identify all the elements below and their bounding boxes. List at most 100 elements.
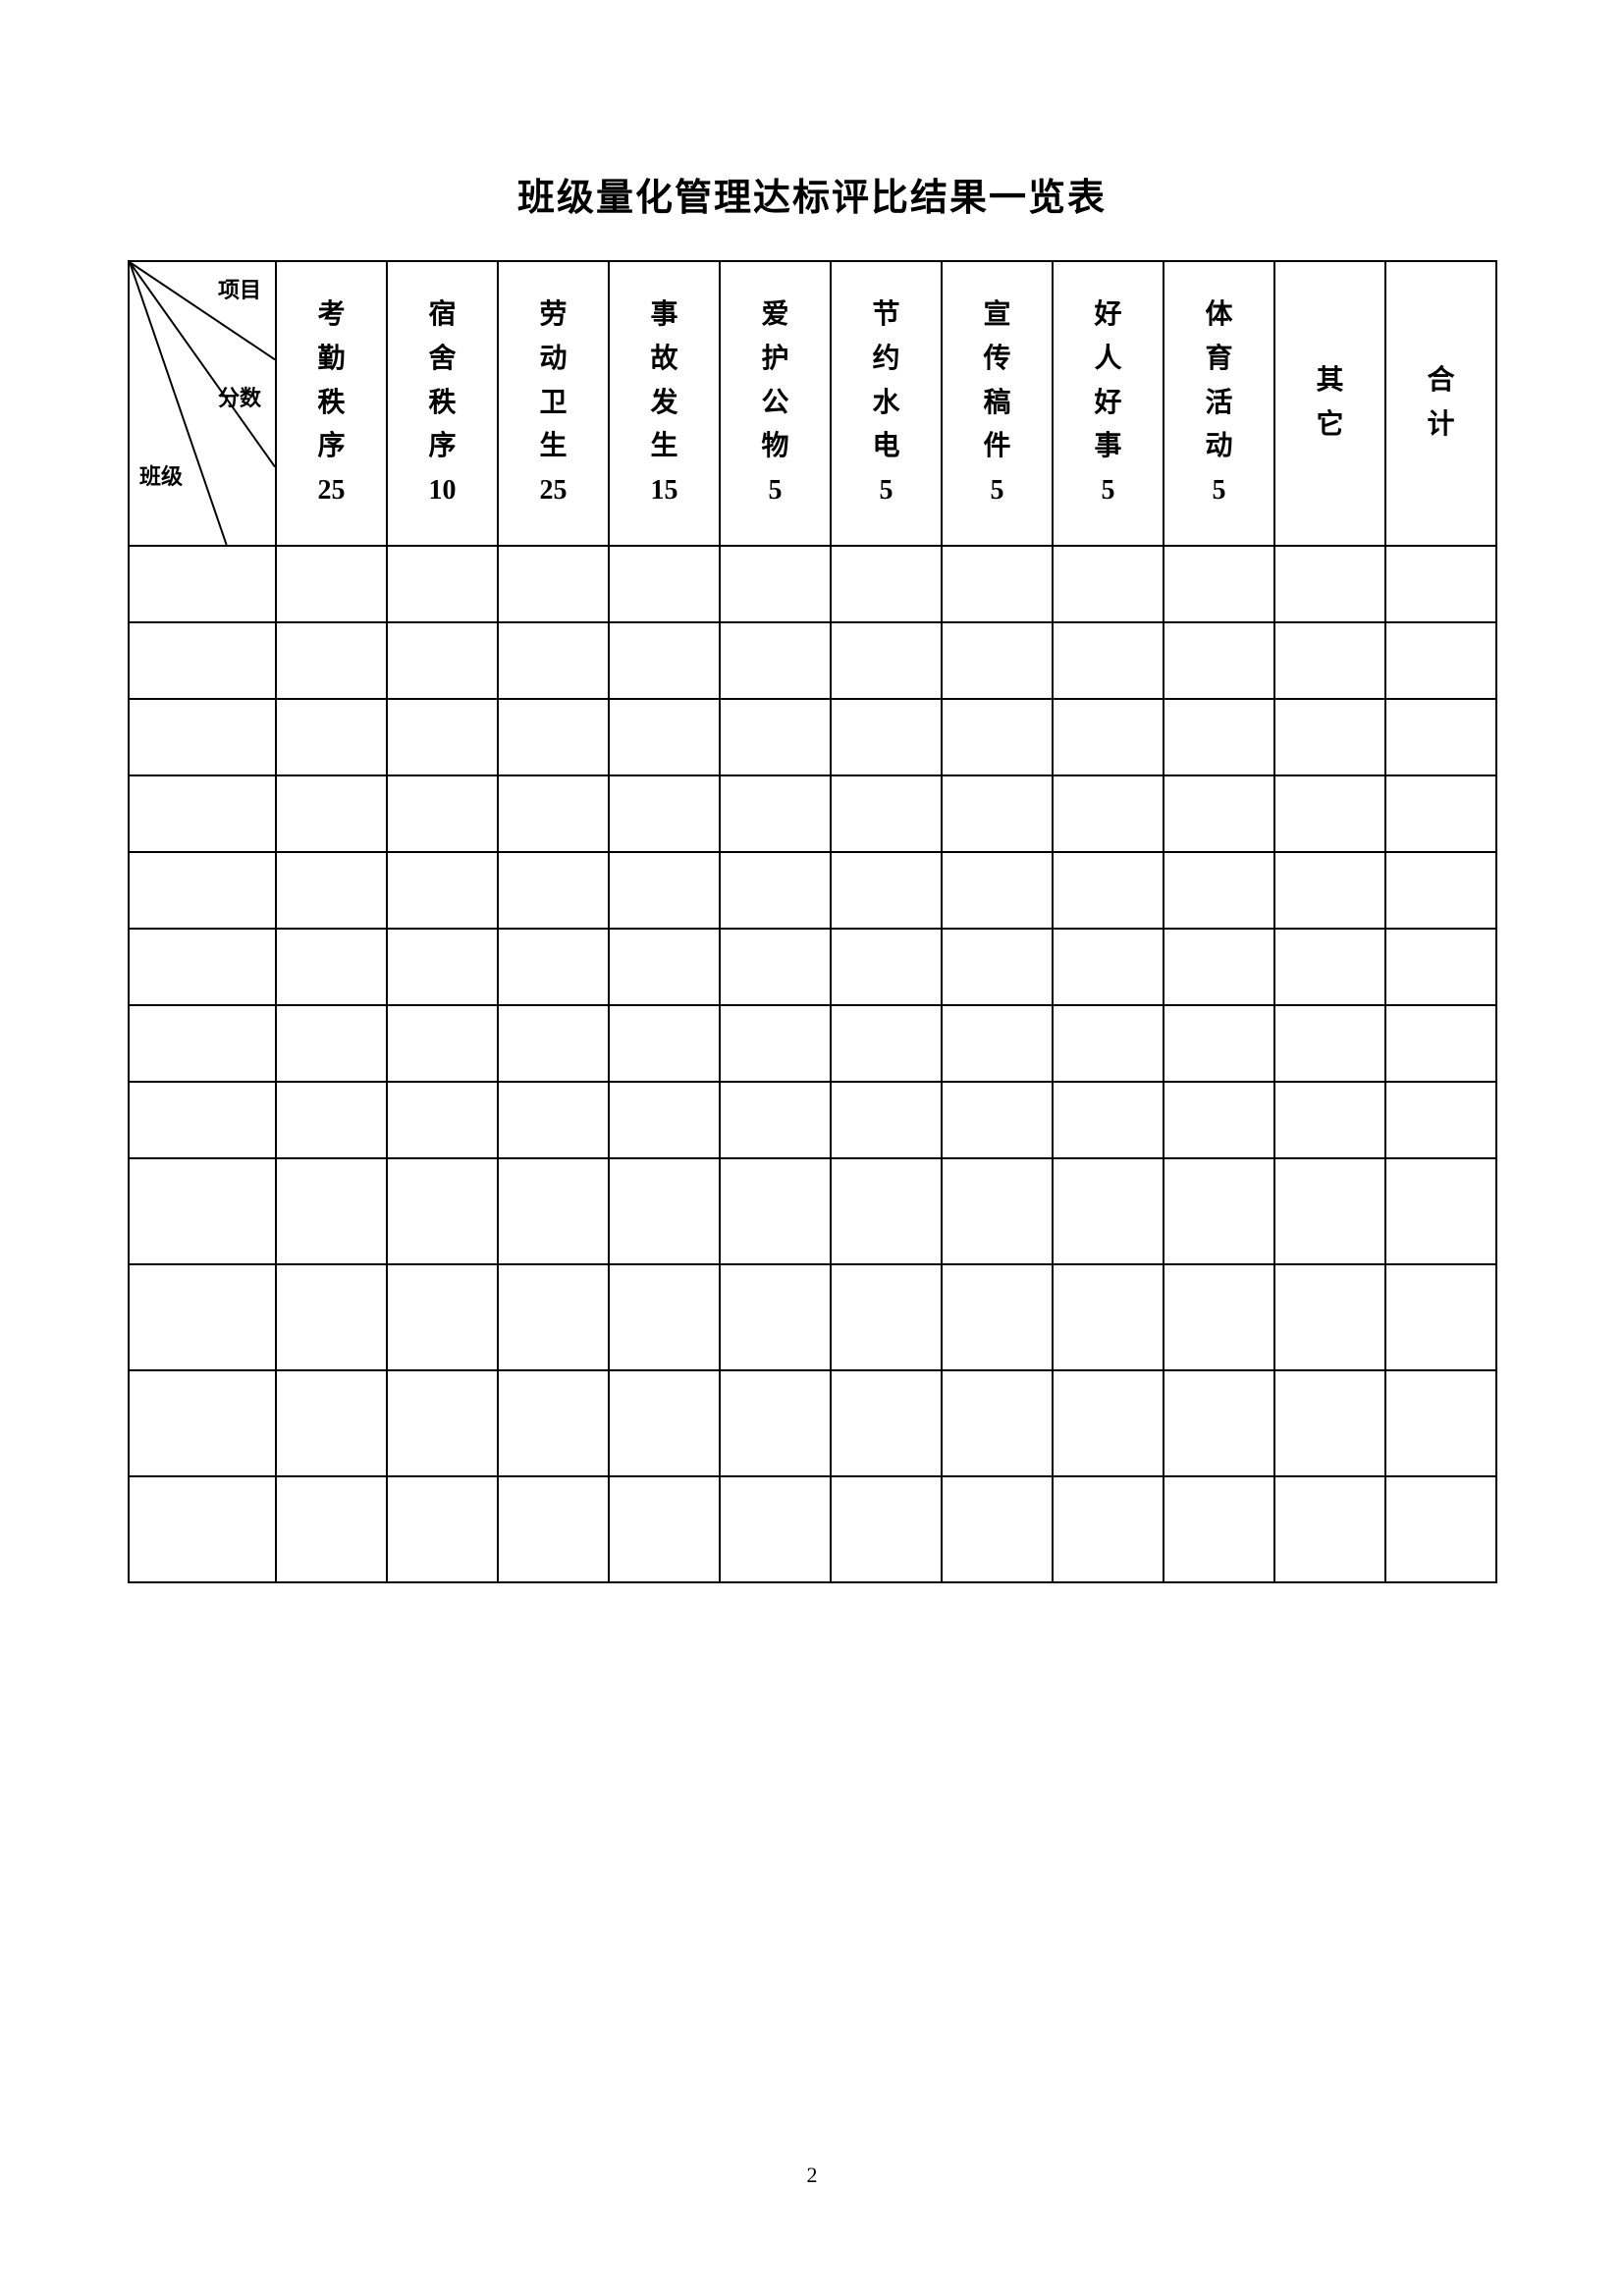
table-cell: [720, 1005, 831, 1082]
table-cell: [1164, 622, 1274, 699]
table-cell: [1274, 622, 1385, 699]
table-cell: [1274, 775, 1385, 852]
table-cell: [1274, 546, 1385, 622]
col-header-3: 事故发生15: [609, 261, 720, 546]
table-cell: [1385, 546, 1496, 622]
table-cell: [1385, 852, 1496, 929]
table-cell: [1385, 929, 1496, 1005]
table-row: [129, 852, 1496, 929]
table-cell: [276, 622, 387, 699]
col-header-7: 好人好事5: [1053, 261, 1164, 546]
table-cell: [387, 1158, 498, 1264]
diag-label-top: 项目: [218, 280, 261, 301]
table-cell: [720, 699, 831, 775]
table-cell: [831, 1082, 942, 1158]
table-cell: [609, 929, 720, 1005]
table-cell: [387, 775, 498, 852]
table-cell: [129, 1264, 276, 1370]
table-cell: [387, 1005, 498, 1082]
table-cell: [720, 622, 831, 699]
table-cell: [831, 929, 942, 1005]
table-cell: [129, 929, 276, 1005]
table-row: [129, 1264, 1496, 1370]
table-cell: [276, 1370, 387, 1476]
table-cell: [720, 1370, 831, 1476]
table-cell: [1053, 546, 1164, 622]
table-cell: [942, 852, 1053, 929]
table-cell: [276, 699, 387, 775]
table-cell: [609, 1082, 720, 1158]
table-cell: [1385, 1264, 1496, 1370]
table-cell: [498, 1158, 609, 1264]
table-cell: [498, 1264, 609, 1370]
header-row: 项目 分数 班级 考勤秩序25 宿舍秩序10 劳动卫生25 事故发生15 爱护公…: [129, 261, 1496, 546]
table-cell: [1164, 1158, 1274, 1264]
table-cell: [498, 929, 609, 1005]
table-cell: [498, 852, 609, 929]
table-cell: [387, 546, 498, 622]
table-row: [129, 1158, 1496, 1264]
table-cell: [1164, 1264, 1274, 1370]
col-header-0: 考勤秩序25: [276, 261, 387, 546]
table-row: [129, 1476, 1496, 1582]
table-body: [129, 546, 1496, 1582]
table-cell: [609, 546, 720, 622]
table-cell: [1385, 775, 1496, 852]
table-cell: [129, 546, 276, 622]
col-header-6: 宣传稿件5: [942, 261, 1053, 546]
table-cell: [831, 546, 942, 622]
table-cell: [1164, 1005, 1274, 1082]
table-cell: [498, 1082, 609, 1158]
table-row: [129, 929, 1496, 1005]
table-cell: [942, 1370, 1053, 1476]
table-cell: [1053, 775, 1164, 852]
table-cell: [609, 1005, 720, 1082]
table-cell: [609, 1158, 720, 1264]
table-cell: [276, 1264, 387, 1370]
table-cell: [831, 1264, 942, 1370]
col-header-2: 劳动卫生25: [498, 261, 609, 546]
table-cell: [942, 546, 1053, 622]
table-cell: [1053, 929, 1164, 1005]
table-cell: [609, 852, 720, 929]
table-cell: [498, 1005, 609, 1082]
table-cell: [1053, 1082, 1164, 1158]
table-cell: [387, 1264, 498, 1370]
table-cell: [1164, 699, 1274, 775]
table-cell: [720, 929, 831, 1005]
table-cell: [720, 1082, 831, 1158]
table-row: [129, 1082, 1496, 1158]
table-cell: [1385, 1476, 1496, 1582]
table-cell: [129, 775, 276, 852]
table-cell: [129, 852, 276, 929]
diag-label-bottom: 班级: [139, 466, 183, 488]
table-cell: [609, 699, 720, 775]
table-cell: [942, 775, 1053, 852]
table-cell: [1385, 699, 1496, 775]
table-cell: [276, 1005, 387, 1082]
table-cell: [498, 699, 609, 775]
col-header-10: 合计: [1385, 261, 1496, 546]
table-cell: [1385, 1370, 1496, 1476]
table-cell: [387, 622, 498, 699]
table-cell: [831, 699, 942, 775]
table-cell: [498, 775, 609, 852]
table-cell: [831, 1005, 942, 1082]
col-header-9: 其它: [1274, 261, 1385, 546]
table-cell: [1053, 699, 1164, 775]
table-cell: [1053, 1476, 1164, 1582]
table-cell: [276, 1158, 387, 1264]
table-cell: [1385, 622, 1496, 699]
table-cell: [831, 775, 942, 852]
table-cell: [1274, 852, 1385, 929]
table-cell: [1164, 1476, 1274, 1582]
page-title: 班级量化管理达标评比结果一览表: [128, 167, 1496, 221]
diag-label-middle: 分数: [218, 388, 261, 409]
table-cell: [387, 1476, 498, 1582]
table-cell: [831, 1370, 942, 1476]
table-cell: [129, 1082, 276, 1158]
page-number: 2: [0, 2163, 1624, 2188]
table-cell: [1053, 1264, 1164, 1370]
table-cell: [609, 1264, 720, 1370]
table-cell: [1053, 1005, 1164, 1082]
